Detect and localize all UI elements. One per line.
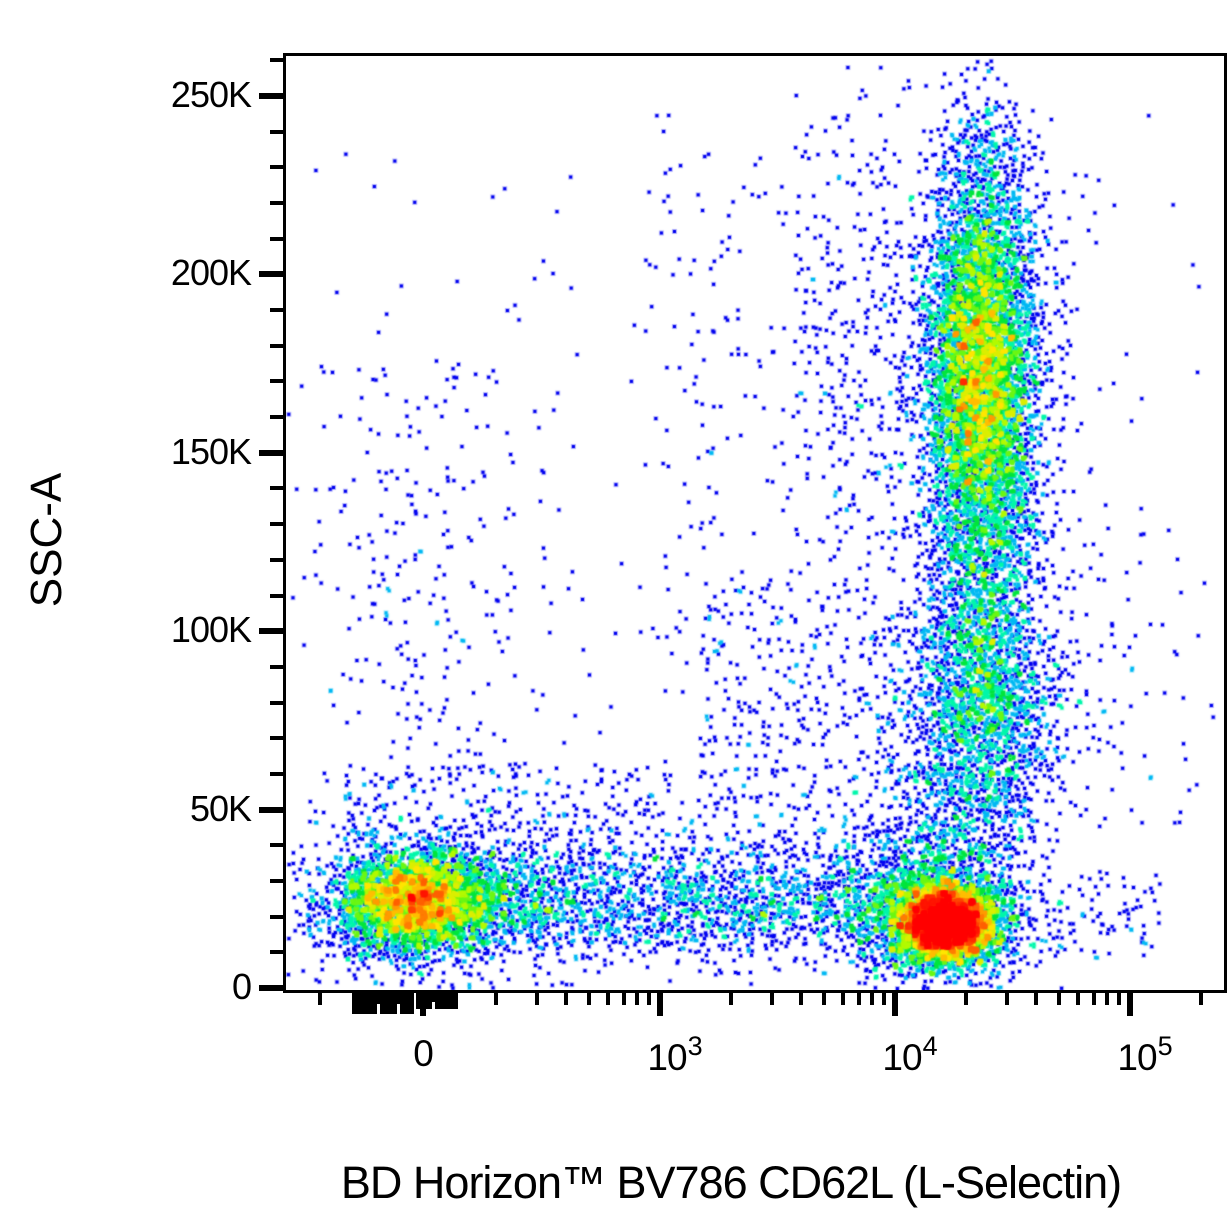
x-minor-tick (840, 993, 845, 1005)
x-zero-tick-cluster (352, 993, 414, 1014)
x-minor-tick (799, 993, 804, 1005)
y-major-tick (259, 628, 283, 635)
x-tick-cluster-notch (397, 1004, 400, 1014)
y-tick-label: 50K (189, 787, 252, 829)
y-minor-tick (270, 593, 283, 598)
exponent: 4 (922, 1031, 938, 1061)
x-minor-tick (1105, 993, 1110, 1005)
y-tick-label: 200K (170, 252, 252, 294)
y-minor-tick (270, 664, 283, 669)
y-minor-tick (270, 343, 283, 348)
x-minor-tick (770, 993, 775, 1005)
x-zero-tick-cluster (416, 993, 458, 1009)
x-axis-title: BD Horizon™ BV786 CD62L (L-Selectin) (340, 1157, 1122, 1208)
y-minor-tick (270, 58, 283, 63)
x-minor-tick (1075, 993, 1080, 1005)
x-minor-tick (728, 993, 733, 1005)
y-minor-tick (270, 557, 283, 562)
y-minor-tick (270, 129, 283, 134)
y-minor-tick (270, 201, 283, 206)
y-minor-tick (270, 771, 283, 776)
x-tick-label: 104 (882, 1031, 937, 1078)
y-major-tick (259, 806, 283, 813)
x-minor-tick (1198, 993, 1203, 1005)
y-minor-tick (270, 843, 283, 848)
y-minor-tick (270, 878, 283, 883)
x-minor-tick (1091, 993, 1096, 1005)
x-minor-tick (1034, 993, 1039, 1005)
x-tick-label: 105 (1117, 1031, 1172, 1078)
x-minor-tick (605, 993, 610, 1005)
scatter-density-canvas (286, 56, 1224, 990)
x-minor-tick (635, 993, 640, 1005)
y-minor-tick (270, 165, 283, 170)
x-major-tick (892, 993, 898, 1016)
x-minor-tick (1057, 993, 1062, 1005)
y-tick-label: 150K (170, 430, 252, 472)
y-minor-tick (270, 236, 283, 241)
x-minor-tick (318, 993, 322, 1005)
x-minor-tick (870, 993, 875, 1005)
x-minor-tick (1117, 993, 1122, 1005)
x-tick-cluster-notch (377, 1004, 380, 1014)
y-major-tick (259, 449, 283, 456)
y-minor-tick (270, 308, 283, 313)
y-axis-title: SSC-A (22, 472, 71, 608)
x-tick-label: 0 (413, 1033, 434, 1074)
y-major-tick (259, 985, 283, 991)
y-minor-tick (270, 914, 283, 919)
x-minor-tick (621, 993, 626, 1005)
exponent: 5 (1157, 1031, 1173, 1061)
x-minor-tick (493, 993, 498, 1005)
y-minor-tick (270, 379, 283, 384)
plot-area (283, 53, 1227, 993)
y-minor-tick (270, 486, 283, 491)
exponent: 3 (687, 1031, 703, 1061)
y-minor-tick (270, 522, 283, 527)
x-minor-tick (856, 993, 861, 1005)
y-tick-label: 100K (170, 609, 252, 651)
x-minor-tick (535, 993, 540, 1005)
x-minor-tick (564, 993, 569, 1005)
y-minor-tick (270, 950, 283, 955)
x-tick-cluster-notch (432, 1002, 435, 1009)
y-major-tick (259, 93, 283, 99)
y-major-tick (259, 271, 283, 278)
y-minor-tick (270, 700, 283, 705)
y-tick-label: 0 (231, 966, 252, 1007)
x-minor-tick (1005, 993, 1010, 1005)
x-major-tick (1127, 993, 1133, 1016)
x-minor-tick (963, 993, 968, 1005)
x-major-tick (657, 993, 663, 1016)
x-minor-tick (822, 993, 827, 1005)
x-minor-tick (587, 993, 592, 1005)
x-tick-label: 103 (647, 1031, 702, 1078)
y-minor-tick (270, 736, 283, 741)
y-minor-tick (270, 415, 283, 420)
x-minor-tick (882, 993, 887, 1005)
x-minor-tick (647, 993, 652, 1005)
y-tick-label: 250K (170, 74, 252, 115)
